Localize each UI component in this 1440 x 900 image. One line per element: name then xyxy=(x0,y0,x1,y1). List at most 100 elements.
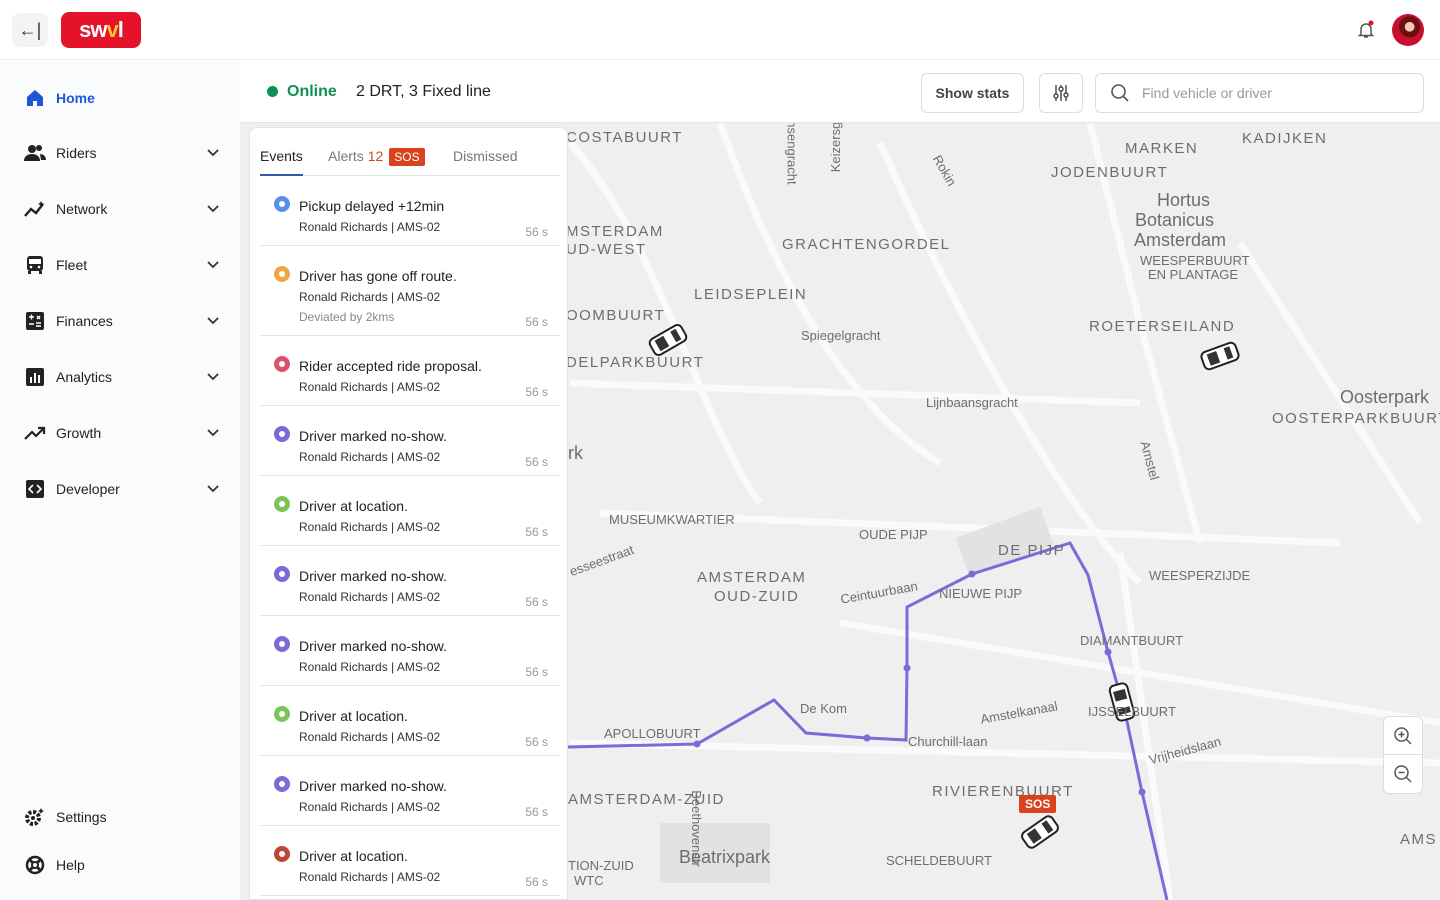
sidebar-item-analytics[interactable]: Analytics xyxy=(24,365,224,389)
vehicle-icon[interactable] xyxy=(1200,341,1240,371)
map-label: rk xyxy=(568,443,583,463)
map-label: OOMBUURT xyxy=(566,307,666,324)
tab-alerts[interactable]: Alerts 12 SOS xyxy=(328,148,425,176)
arrow-left-bar-icon: ←| xyxy=(18,19,42,40)
map-label: Prinsengracht xyxy=(784,123,800,185)
sidebar-item-label: Growth xyxy=(56,425,102,441)
map-label: EN PLANTAGE xyxy=(1148,267,1239,282)
route-stop[interactable] xyxy=(1104,648,1112,656)
sliders-icon xyxy=(1053,85,1069,101)
event-item[interactable]: Driver has gone off route. Ronald Richar… xyxy=(260,246,560,336)
code-icon xyxy=(24,478,46,500)
map-label: Beatrixpark xyxy=(679,847,771,867)
network-icon xyxy=(24,198,46,220)
chevron-down-icon xyxy=(207,317,219,325)
event-item[interactable]: Driver at location. Ronald Richards | AM… xyxy=(260,826,560,896)
swvl-logo[interactable]: sw v l xyxy=(61,12,141,48)
map-label: AMSTERDAM-ZUID xyxy=(568,791,725,808)
map-label: Botanicus xyxy=(1135,210,1215,230)
map[interactable]: COSTABUURT MSTERDAM UD-WEST GRACHTENGORDEL L… xyxy=(240,123,1440,900)
zoom-out-button[interactable] xyxy=(1384,755,1422,793)
map-label: OUDE PIJP xyxy=(859,527,928,542)
show-stats-button[interactable]: Show stats xyxy=(921,73,1024,113)
map-label: WEESPERZIJDE xyxy=(1149,568,1251,583)
route-stop[interactable] xyxy=(968,570,976,578)
gear-icon xyxy=(24,806,46,828)
map-label: De Kom xyxy=(800,701,847,716)
home-icon xyxy=(24,87,46,109)
event-item[interactable]: Driver marked no-show. Ronald Richards |… xyxy=(260,546,560,616)
event-item[interactable]: Driver marked no-show. Ronald Richards |… xyxy=(260,406,560,476)
search-box[interactable] xyxy=(1095,73,1424,113)
event-time: 56 s xyxy=(525,525,548,539)
sidebar-item-help[interactable]: Help xyxy=(24,853,224,877)
sidebar-item-settings[interactable]: Settings xyxy=(24,805,224,829)
fleet-summary: 2 DRT, 3 Fixed line xyxy=(356,83,491,100)
route-stop[interactable] xyxy=(903,664,911,672)
panel-tabs: Events Alerts 12 SOS Dismissed xyxy=(260,128,560,176)
map-label: TION-ZUID xyxy=(568,858,634,873)
collapse-sidebar-button[interactable]: ←| xyxy=(12,13,48,47)
events-panel: Events Alerts 12 SOS Dismissed Pickup del… xyxy=(249,127,568,900)
map-label: ROETERSEILAND xyxy=(1089,318,1236,335)
avatar[interactable] xyxy=(1392,14,1424,46)
event-item[interactable]: Driver marked no-show. Ronald Richards |… xyxy=(260,616,560,686)
event-status-icon xyxy=(274,426,290,442)
event-title: Driver has gone off route. xyxy=(299,268,457,284)
tab-dismissed[interactable]: Dismissed xyxy=(453,148,518,176)
route-stop[interactable] xyxy=(863,734,871,742)
sidebar-item-fleet[interactable]: Fleet xyxy=(24,253,224,277)
status-label: Online xyxy=(287,83,337,100)
sos-badge: SOS xyxy=(389,148,425,166)
route-stop[interactable] xyxy=(693,740,701,748)
event-title: Pickup delayed +12min xyxy=(299,198,445,214)
map-streets xyxy=(567,123,1440,900)
tab-label: Events xyxy=(260,148,303,164)
vehicle-icon[interactable] xyxy=(648,323,688,357)
sidebar-item-label: Fleet xyxy=(56,257,88,273)
search-input[interactable] xyxy=(1142,85,1402,101)
sidebar-item-growth[interactable]: Growth xyxy=(24,421,224,445)
zoom-in-button[interactable] xyxy=(1384,717,1422,755)
tab-label: Alerts xyxy=(328,148,364,164)
sidebar: Home Riders Network Fleet Finances Analy… xyxy=(0,61,240,900)
map-label: LEIDSEPLEIN xyxy=(694,286,808,303)
event-item[interactable]: Driver at location. Ronald Richards | AM… xyxy=(260,686,560,756)
sidebar-item-network[interactable]: Network xyxy=(24,197,224,221)
trend-up-icon xyxy=(24,422,46,444)
event-item[interactable]: Driver at location. Ronald Richards | AM… xyxy=(260,476,560,546)
tab-events[interactable]: Events xyxy=(260,148,303,176)
event-item[interactable]: Driver marked no-show. Ronald Richards |… xyxy=(260,756,560,826)
map-label: Lijnbaansgracht xyxy=(926,395,1018,410)
vehicle-icon[interactable] xyxy=(1108,682,1136,722)
map-label: AMSTERDAM xyxy=(697,569,807,586)
event-item[interactable]: Rider accepted ride proposal. Ronald Ric… xyxy=(260,336,560,406)
event-title: Driver marked no-show. xyxy=(299,778,447,794)
event-item[interactable]: Pickup delayed +12min Ronald Richards | … xyxy=(260,176,560,246)
vehicle-icon-sos[interactable] xyxy=(1020,814,1060,849)
map-header: Online 2 DRT, 3 Fixed line Show stats xyxy=(240,61,1440,123)
sidebar-item-finances[interactable]: Finances xyxy=(24,309,224,333)
event-status-icon xyxy=(274,776,290,792)
map-label: COSTABUURT xyxy=(566,129,683,146)
map-label: Beethovenstr xyxy=(688,790,704,867)
map-label: Churchill-laan xyxy=(908,734,988,749)
map-label: APOLLOBUURT xyxy=(604,726,701,741)
chevron-down-icon xyxy=(207,485,219,493)
filter-button[interactable] xyxy=(1039,73,1083,113)
sidebar-item-developer[interactable]: Developer xyxy=(24,477,224,501)
event-subtitle: Ronald Richards | AMS-02 xyxy=(299,520,441,534)
event-status-icon xyxy=(274,266,290,282)
event-subtitle: Ronald Richards | AMS-02 xyxy=(299,380,441,394)
sidebar-item-riders[interactable]: Riders xyxy=(24,141,224,165)
route-stop[interactable] xyxy=(1138,788,1146,796)
map-label: UD-WEST xyxy=(566,241,647,258)
sidebar-item-label: Riders xyxy=(56,145,97,161)
map-label: Oosterpark xyxy=(1340,387,1430,407)
sidebar-item-home[interactable]: Home xyxy=(24,86,224,110)
event-subtitle: Ronald Richards | AMS-02 xyxy=(299,290,441,304)
map-label: Spiegelgracht xyxy=(801,328,881,343)
sos-badge[interactable]: SOS xyxy=(1019,795,1057,813)
sidebar-item-label: Analytics xyxy=(56,369,113,385)
bell-icon[interactable] xyxy=(1356,20,1376,40)
